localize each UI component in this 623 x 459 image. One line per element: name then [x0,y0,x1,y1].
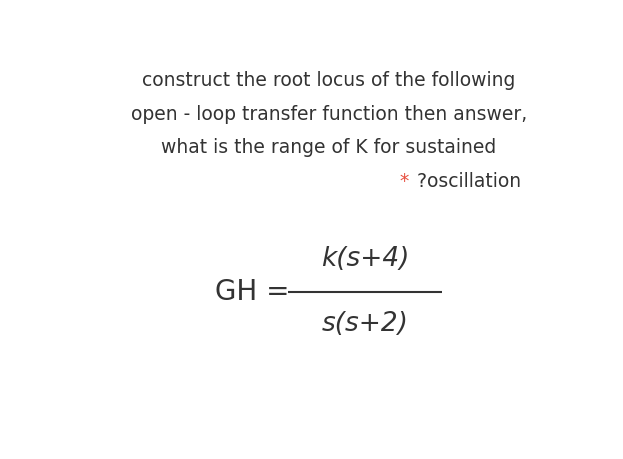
Text: *: * [399,172,409,190]
Text: k(s+4): k(s+4) [321,246,409,273]
Text: open - loop transfer function then answer,: open - loop transfer function then answe… [131,105,527,123]
Text: GH =: GH = [216,278,290,306]
Text: s(s+2): s(s+2) [321,311,409,337]
Text: what is the range of K for sustained: what is the range of K for sustained [161,138,497,157]
Text: construct the root locus of the following: construct the root locus of the followin… [142,71,516,90]
Text: ?oscillation: ?oscillation [411,172,521,190]
